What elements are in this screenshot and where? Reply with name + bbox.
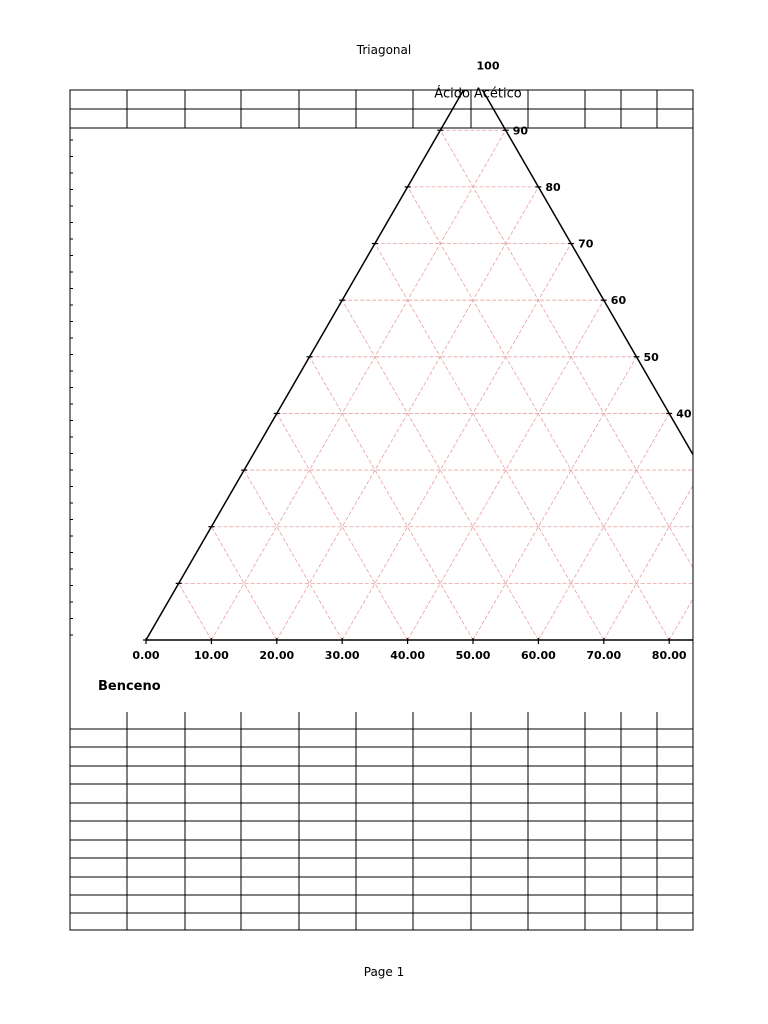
page-footer: Page 1	[363, 965, 405, 979]
right-tick-label: 80	[545, 181, 561, 194]
table-bottom-grid	[70, 712, 693, 930]
grid-line	[276, 413, 408, 641]
bottom-tick-label: 80.00	[652, 649, 687, 662]
grid-line	[309, 356, 474, 641]
axis-title-acido-acetico: Ácido Acético	[434, 86, 521, 102]
grid-line	[178, 583, 212, 641]
chart-labels: Ácido Acético Benceno 0.00 10.00 20.00 30.0…	[98, 60, 692, 694]
right-tick-label: 50	[644, 351, 660, 364]
grid-line	[374, 243, 605, 641]
bottom-tick-label: 50.00	[456, 649, 491, 662]
grid-line	[211, 130, 507, 641]
bottom-tick-label: 30.00	[325, 649, 360, 662]
bottom-tick-label: 20.00	[259, 649, 294, 662]
bottom-tick-label: 10.00	[194, 649, 229, 662]
right-tick-label: 70	[578, 238, 594, 251]
table-top-grid	[70, 90, 693, 129]
grid-line	[341, 299, 539, 641]
grid-line	[439, 130, 693, 569]
bottom-tick-label: 0.00	[132, 649, 159, 662]
top-tick-label: 100	[477, 60, 500, 73]
right-tick-label: 40	[676, 407, 692, 420]
grid-line	[341, 243, 572, 641]
grid-line	[407, 186, 670, 641]
bottom-tick-label: 40.00	[390, 649, 425, 662]
ternary-grid	[178, 129, 768, 641]
grid-line	[735, 583, 768, 640]
grid-line	[538, 413, 670, 641]
ternary-axes	[143, 90, 693, 644]
bottom-tick-label: 60.00	[521, 649, 556, 662]
axis-title-benceno: Benceno	[98, 679, 161, 694]
grid-line	[472, 356, 637, 641]
sheet-border	[69, 89, 694, 931]
grid-line	[603, 484, 693, 641]
grid-line	[668, 597, 693, 641]
right-tick-label: 60	[611, 294, 627, 307]
right-tick-label: 90	[513, 124, 529, 137]
page-header: Triagonal	[356, 43, 412, 57]
bottom-tick-label: 70.00	[586, 649, 621, 662]
grid-line	[211, 526, 278, 641]
grid-line	[243, 469, 343, 641]
